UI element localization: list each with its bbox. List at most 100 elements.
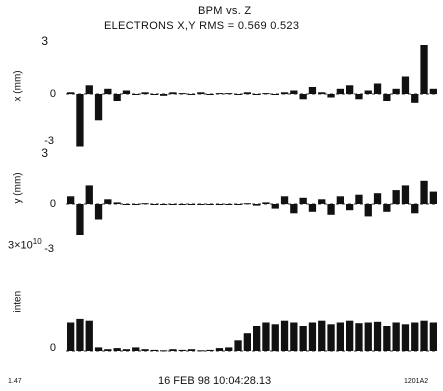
x-bar [169,92,177,95]
y-bar [160,204,168,205]
y-bar [225,204,233,205]
x-bar [122,90,131,94]
inten-bar [290,322,298,351]
y-bar [132,204,140,205]
x-bar [355,94,363,100]
x-bar [253,94,261,95]
inten-bar [401,324,410,352]
inten-bar [215,348,224,351]
x-bar [76,94,84,147]
y-ytick-bottom: -3 [44,243,54,255]
x-bar [85,85,93,95]
inten-bar [308,322,317,351]
inten-bar [280,320,289,351]
inten-ytick-base: 3×10 [8,239,33,252]
inten-bar [141,349,149,351]
y-bar [94,204,103,220]
corner-left-label: 1.47 [8,378,22,385]
inten-bar [94,347,103,351]
x-bar [187,94,196,95]
y-bar [262,202,270,204]
x-bar [160,94,168,96]
y-bar [401,185,410,204]
y-bar [308,204,317,212]
inten-bar [122,349,131,351]
x-bar [364,90,372,94]
y-bar [392,190,400,205]
x-bar [299,94,307,100]
x-bar [318,92,326,95]
x-bar [429,88,437,95]
y-bar [420,180,428,205]
inten-bar [364,322,372,351]
y-bar [122,204,131,205]
x-bar [392,88,400,95]
inten-bar [392,322,400,351]
y-bar [215,204,224,205]
y-bar [411,204,419,214]
inten-bar [178,349,186,351]
x-bar [234,94,242,95]
y-bar [429,191,437,204]
x-bar [206,94,214,95]
x-bar [262,93,270,95]
x-ytick-zero: 0 [49,88,56,100]
x-bar [411,94,419,103]
y-bar [290,204,298,214]
x-bar [178,93,186,95]
inten-bar [113,348,121,351]
y-bar [364,204,372,217]
x-bar [215,93,224,95]
x-bar [141,92,149,95]
x-bar [373,83,382,94]
y-bar [280,196,289,205]
x-bar [94,94,103,121]
y-bar [197,204,205,205]
y-bar [336,196,344,205]
y-bar [169,204,177,205]
inten-bar [355,323,363,351]
inten-bar [132,347,140,351]
inten-bar [318,320,326,351]
timestamp: 16 FEB 98 10:04:28.13 [158,375,272,387]
inten-bar [150,349,158,351]
inten-ytick-top: 3×1010 [8,236,42,252]
x-bar [308,87,317,94]
y-bar [104,199,112,204]
inten-bar [234,340,242,351]
inten-bar [169,349,177,351]
x-bar [113,94,121,101]
x-bar [346,85,354,95]
inten-bar [225,347,233,351]
x-ytick-top: 3 [41,34,48,48]
x-bar [132,94,140,95]
x-bar [197,92,205,95]
y-bar [243,203,251,205]
inten-bar [299,326,307,351]
y-bar [206,204,214,205]
y-ytick-top: 3 [41,146,48,160]
inten-bar [327,324,335,352]
y-bar [383,204,391,212]
y-ytick-zero: 0 [49,198,56,210]
x-bar [243,92,251,95]
y-bar [299,197,307,204]
inten-bar [336,322,344,351]
y-bar [318,199,326,204]
inten-bar [411,322,419,351]
inten-bar [429,322,437,351]
x-bar [67,92,75,95]
x-bar [280,92,289,95]
inten-bar [187,349,196,351]
corner-right-label: 1201A2 [404,378,429,385]
x-bar [420,45,428,94]
inten-bar [420,320,428,351]
y-bar [76,204,84,235]
inten-bar [160,350,168,352]
y-bar [346,204,354,211]
inten-bar [104,349,112,351]
x-bar [271,94,279,95]
y-bar [327,204,335,215]
